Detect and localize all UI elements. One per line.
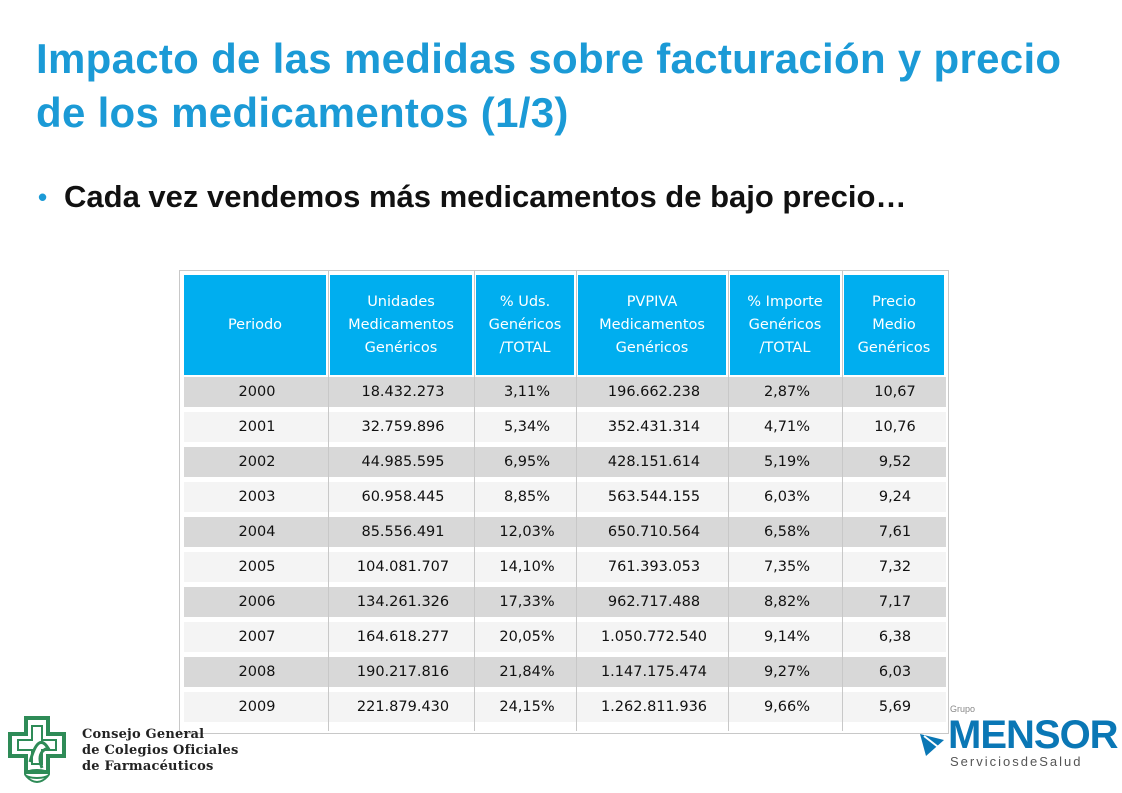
table-row: 2007 164.618.277 20,05% 1.050.772.540 9,14% 6… [184,622,946,652]
cell-unidades: 164.618.277 [356,629,450,645]
mensor-name: MENSOR [948,713,1119,757]
cell-pct-importe: 4,71% [763,419,811,435]
header-unidades: Unidades Medicamentos Genéricos [330,275,472,375]
cell-periodo: 2000 [238,384,276,400]
header-precio-medio: Precio Medio Genéricos [844,275,944,375]
cell-unidades: 134.261.326 [356,594,450,610]
column-divider [728,271,729,731]
cell-pct-uds: 12,03% [499,524,555,540]
cell-precio-medio: 10,67 [874,384,916,400]
cell-pct-importe: 5,19% [763,454,811,470]
cell-pvpiva: 962.717.488 [607,594,701,610]
cell-pct-importe: 2,87% [763,384,811,400]
column-divider [576,271,577,731]
cell-unidades: 60.958.445 [361,489,445,505]
bullet-dot-icon: • [38,182,48,212]
cell-precio-medio: 9,24 [878,489,912,505]
cell-pct-uds: 21,84% [499,664,555,680]
cell-periodo: 2005 [238,559,276,575]
cell-periodo: 2008 [238,664,276,680]
cell-precio-medio: 7,17 [878,594,912,610]
bullet-point: • Cada vez vendemos más medicamentos de … [38,178,1058,216]
cell-precio-medio: 7,61 [878,524,912,540]
table-row: 2002 44.985.595 6,95% 428.151.614 5,19% 9,52 [184,447,946,477]
cell-pct-uds: 5,34% [503,419,551,435]
cell-pct-uds: 14,10% [499,559,555,575]
cell-pvpiva: 1.147.175.474 [600,664,708,680]
cell-unidades: 44.985.595 [361,454,445,470]
cell-pct-importe: 6,58% [763,524,811,540]
cell-precio-medio: 6,03 [878,664,912,680]
column-divider [328,271,329,731]
cell-pct-uds: 24,15% [499,699,555,715]
bullet-text: Cada vez vendemos más medicamentos de ba… [64,179,907,214]
header-pvpiva: PVPIVA Medicamentos Genéricos [578,275,726,375]
cell-pct-importe: 9,14% [763,629,811,645]
table-row: 2004 85.556.491 12,03% 650.710.564 6,58% 7,61 [184,517,946,547]
cell-pvpiva: 650.710.564 [607,524,701,540]
header-pct-uds: % Uds. Genéricos /TOTAL [476,275,574,375]
cell-periodo: 2002 [238,454,276,470]
cell-precio-medio: 9,52 [878,454,912,470]
cell-periodo: 2001 [238,419,276,435]
table-row: 2009 221.879.430 24,15% 1.262.811.936 9,66% 5… [184,692,946,722]
cell-periodo: 2006 [238,594,276,610]
cgcof-logo-icon [8,716,66,783]
cell-pct-uds: 20,05% [499,629,555,645]
cell-pct-importe: 8,82% [763,594,811,610]
cell-precio-medio: 7,32 [878,559,912,575]
cell-pvpiva: 428.151.614 [607,454,701,470]
mensor-subtitle: ServiciosdeSalud [950,754,1083,769]
cell-precio-medio: 6,38 [878,629,912,645]
column-divider [474,271,475,731]
cgcof-name: Consejo General de Colegios Oficiales de… [82,727,239,774]
cell-pvpiva: 761.393.053 [607,559,701,575]
cell-precio-medio: 5,69 [878,699,912,715]
header-pct-importe: % Importe Genéricos /TOTAL [730,275,840,375]
cell-pct-importe: 9,27% [763,664,811,680]
table-row: 2008 190.217.816 21,84% 1.147.175.474 9,27% 6… [184,657,946,687]
table-row: 2005 104.081.707 14,10% 761.393.053 7,35% 7,3… [184,552,946,582]
cell-unidades: 190.217.816 [356,664,450,680]
slide-title: Impacto de las medidas sobre facturación… [36,35,1062,136]
cell-periodo: 2009 [238,699,276,715]
cell-pct-importe: 9,66% [763,699,811,715]
cell-pct-uds: 6,95% [503,454,551,470]
cell-unidades: 221.879.430 [356,699,450,715]
column-divider [842,271,843,731]
cell-pct-uds: 8,85% [503,489,551,505]
cell-unidades: 32.759.896 [361,419,445,435]
table-row: 2006 134.261.326 17,33% 962.717.488 8,82% 7,1… [184,587,946,617]
cell-pvpiva: 352.431.314 [607,419,701,435]
cell-unidades: 104.081.707 [356,559,450,575]
cell-pvpiva: 1.262.811.936 [600,699,708,715]
cell-pct-importe: 7,35% [763,559,811,575]
header-periodo: Periodo [184,275,326,375]
generics-table: Periodo Unidades Medicamentos Genéricos … [179,270,949,734]
cell-pvpiva: 196.662.238 [607,384,701,400]
cell-unidades: 85.556.491 [361,524,445,540]
table-row: 2000 18.432.273 3,11% 196.662.238 2,87% 10,67 [184,377,946,407]
mensor-grupo-label: Grupo [950,704,976,714]
cell-pct-uds: 17,33% [499,594,555,610]
cell-periodo: 2007 [238,629,276,645]
cell-pct-uds: 3,11% [503,384,551,400]
cell-pvpiva: 563.544.155 [607,489,701,505]
cell-periodo: 2003 [238,489,276,505]
cell-unidades: 18.432.273 [361,384,445,400]
table-row: 2001 32.759.896 5,34% 352.431.314 4,71% 10,76 [184,412,946,442]
cell-periodo: 2004 [238,524,276,540]
mensor-logo-icon [920,734,944,756]
table-row: 2003 60.958.445 8,85% 563.544.155 6,03% 9,24 [184,482,946,512]
cell-pvpiva: 1.050.772.540 [600,629,708,645]
cell-precio-medio: 10,76 [874,419,916,435]
cell-pct-importe: 6,03% [763,489,811,505]
